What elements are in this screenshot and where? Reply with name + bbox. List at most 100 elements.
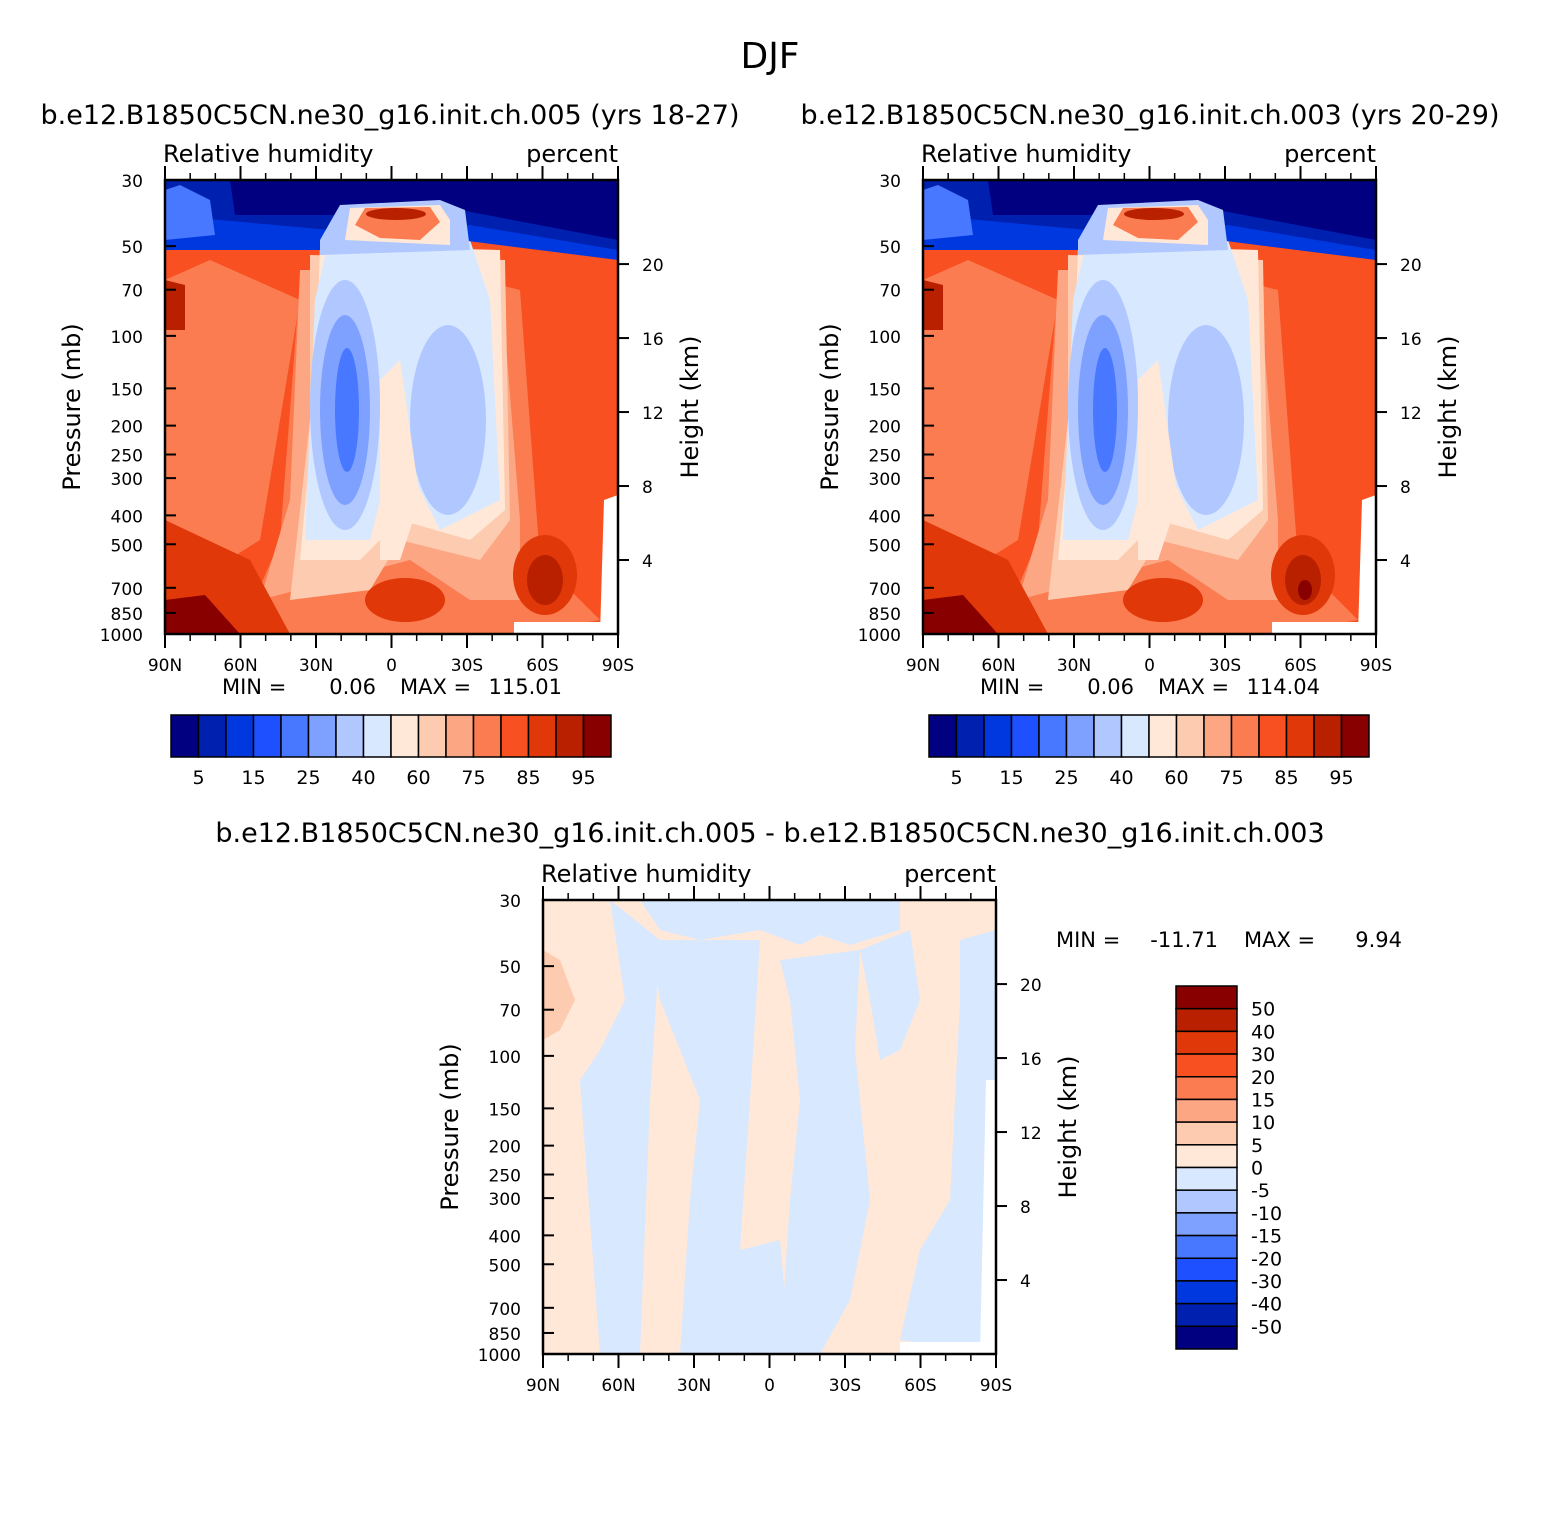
colorbar-swatch <box>1175 714 1205 758</box>
colorbar-label: -15 <box>1251 1226 1282 1248</box>
colorbar-swatch <box>472 714 502 758</box>
panel-1-min-label: MIN = <box>222 675 286 699</box>
panel-3-neg-top <box>640 900 900 945</box>
panel-1-axes: 3050701001502002503004005007008501000481… <box>100 166 664 676</box>
colorbar-label: -5 <box>1251 1180 1270 1202</box>
lat-tick-label: 60S <box>904 1376 936 1396</box>
pressure-tick-label: 1000 <box>100 626 143 646</box>
colorbar-swatch <box>1285 714 1315 758</box>
lat-tick-label: 90N <box>906 656 940 676</box>
colorbar-swatch <box>500 714 530 758</box>
pressure-tick-label: 400 <box>111 507 143 527</box>
lat-tick-label: 90S <box>980 1376 1012 1396</box>
colorbar-label: 40 <box>351 767 375 789</box>
panel-2-missing-2 <box>1272 622 1376 634</box>
colorbar-swatch <box>1175 1325 1238 1350</box>
colorbar-swatch <box>1175 1053 1238 1078</box>
pressure-tick-label: 30 <box>499 892 521 912</box>
height-tick-label: 8 <box>1020 1198 1031 1218</box>
colorbar-swatch <box>1175 1189 1238 1214</box>
panel-1-band-75-left <box>165 260 300 600</box>
pressure-tick-label: 700 <box>869 580 901 600</box>
pressure-tick-label: 150 <box>111 380 143 400</box>
pressure-tick-label: 300 <box>869 470 901 490</box>
lat-tick-label: 90N <box>526 1376 560 1396</box>
pressure-tick-label: 1000 <box>858 626 901 646</box>
panel-3-title: b.e12.B1850C5CN.ne30_g16.init.ch.005 - b… <box>215 818 1324 849</box>
colorbar-swatch <box>1148 714 1178 758</box>
height-tick-label: 12 <box>642 404 664 424</box>
lat-tick-label: 90S <box>602 656 634 676</box>
pressure-tick-label: 100 <box>489 1048 521 1068</box>
lat-tick-label: 60N <box>601 1376 635 1396</box>
colorbar-label: 15 <box>241 767 265 789</box>
lat-tick-label: 30N <box>677 1376 711 1396</box>
colorbar-swatch <box>1038 714 1068 758</box>
colorbar-label: 60 <box>1164 767 1188 789</box>
lat-tick-label: 30N <box>1057 656 1091 676</box>
panel-1-y2label: Height (km) <box>676 336 704 479</box>
colorbar-swatch <box>555 714 585 758</box>
panel-3-max-value: 9.94 <box>1355 928 1402 952</box>
pressure-tick-label: 850 <box>489 1325 521 1345</box>
pressure-tick-label: 150 <box>489 1100 521 1120</box>
colorbar-label: -20 <box>1251 1248 1282 1270</box>
panel-2-y2label: Height (km) <box>1434 336 1462 479</box>
colorbar-swatch <box>1175 1257 1238 1282</box>
panel-1-band-85-se <box>540 290 618 480</box>
colorbar-swatch <box>1093 714 1123 758</box>
panel-3-min-label: MIN = <box>1056 928 1120 952</box>
colorbar-label: 75 <box>1219 767 1243 789</box>
colorbar-swatch <box>1175 1234 1238 1259</box>
panel-3: b.e12.B1850C5CN.ne30_g16.init.ch.005 - b… <box>215 818 1402 1396</box>
panel-1-colorbar: 5 15 25 40 60 75 85 95 <box>170 714 612 789</box>
colorbar-label: 5 <box>1251 1135 1263 1157</box>
height-tick-label: 20 <box>1400 256 1422 276</box>
colorbar-swatch <box>983 714 1013 758</box>
lat-tick-label: 60S <box>1284 656 1316 676</box>
panel-3-units: percent <box>904 860 996 888</box>
colorbar-swatch <box>252 714 282 758</box>
panel-3-max-label: MAX = <box>1244 928 1315 952</box>
panel-3-missing-2 <box>900 1342 996 1354</box>
lat-tick-label: 90N <box>148 656 182 676</box>
colorbar-swatch <box>527 714 557 758</box>
colorbar-label: 50 <box>1251 999 1275 1021</box>
pressure-tick-label: 30 <box>121 172 143 192</box>
colorbar-swatch <box>225 714 255 758</box>
colorbar-swatch <box>1175 1030 1238 1055</box>
colorbar-label: 10 <box>1251 1112 1275 1134</box>
colorbar-swatch <box>170 714 200 758</box>
panel-2-band-85-se <box>1298 290 1376 480</box>
colorbar-label: 30 <box>1251 1044 1275 1066</box>
panel-3-pos-5 <box>543 950 575 1040</box>
pressure-tick-label: 500 <box>489 1256 521 1276</box>
pressure-tick-label: 30 <box>879 172 901 192</box>
pressure-tick-label: 100 <box>111 328 143 348</box>
height-tick-label: 16 <box>1020 1050 1042 1070</box>
panel-2-axes: 3050701001502002503004005007008501000481… <box>858 166 1422 676</box>
panel-2-band-25-top <box>923 185 973 240</box>
pressure-tick-label: 200 <box>869 418 901 438</box>
panel-2-units: percent <box>1284 140 1376 168</box>
panel-2-band-40b <box>1168 325 1244 515</box>
panel-1-title: b.e12.B1850C5CN.ne30_g16.init.ch.005 (yr… <box>40 100 739 131</box>
pressure-tick-label: 400 <box>489 1227 521 1247</box>
panel-1-band-25-top <box>165 185 215 240</box>
colorbar-label: 20 <box>1251 1067 1275 1089</box>
colorbar-swatch <box>1175 1076 1238 1101</box>
panel-1-ylabel: Pressure (mb) <box>58 323 86 490</box>
panel-2-ylabel: Pressure (mb) <box>816 323 844 490</box>
panel-1-band-60-eq <box>380 360 420 560</box>
colorbar-label: 25 <box>296 767 320 789</box>
panel-2-band-95-top <box>1124 208 1184 220</box>
colorbar-swatch <box>1340 714 1370 758</box>
colorbar-swatch <box>1230 714 1260 758</box>
panel-1-missing-1 <box>600 495 618 634</box>
height-tick-label: 20 <box>1020 976 1042 996</box>
colorbar-swatch <box>1175 1280 1238 1305</box>
panel-1-band-100 <box>165 595 240 634</box>
panel-1-band-95-se <box>527 555 563 605</box>
